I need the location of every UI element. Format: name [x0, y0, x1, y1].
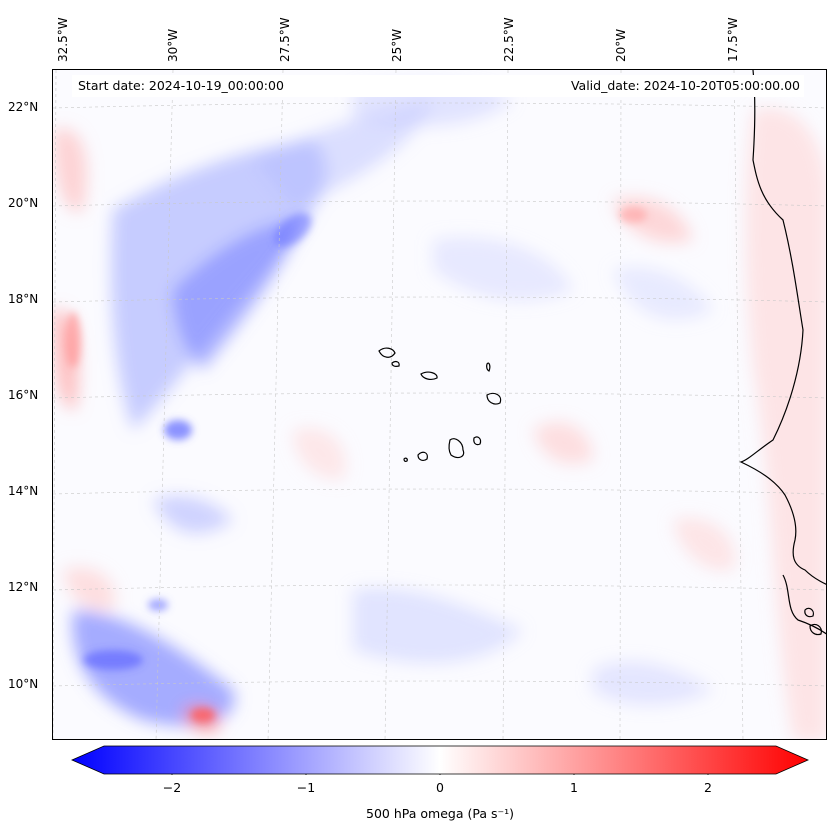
cape-verde-island [420, 371, 438, 380]
cape-verde-island [417, 451, 428, 461]
lat-tick-label: 16°N [8, 388, 39, 402]
cape-verde-island [486, 392, 502, 405]
omega-field-detail [65, 207, 647, 722]
cape-verde-island [486, 362, 491, 372]
lat-tick-label: 22°N [8, 100, 39, 114]
lat-tick-label: 10°N [8, 677, 39, 691]
lat-tick-label: 12°N [8, 580, 39, 594]
cape-verde-island [403, 457, 408, 462]
lon-tick-label: 22.5°W [502, 17, 516, 62]
date-info-bar: Start date: 2024-10-19_00:00:00 Valid_da… [72, 75, 804, 97]
lon-tick-label: 30°W [166, 28, 180, 62]
cape-verde-island [448, 438, 465, 459]
omega-field-map [53, 70, 826, 739]
lon-tick-label: 32.5°W [56, 17, 70, 62]
start-date-label: Start date: 2024-10-19_00:00:00 [78, 78, 284, 93]
lon-tick-label: 17.5°W [726, 17, 740, 62]
africa-coastline [739, 70, 826, 585]
lat-tick-label: 14°N [8, 484, 39, 498]
valid-date-label: Valid_date: 2024-10-20T05:00:00.00 [570, 78, 800, 93]
lat-tick-label: 20°N [8, 196, 39, 210]
lon-tick-label: 27.5°W [278, 17, 292, 62]
colorbar-tick-label: −1 [296, 780, 316, 795]
omega-field-shading [53, 83, 826, 739]
colorbar-tick-label: 1 [570, 780, 578, 795]
colorbar-tick-label: 0 [436, 780, 444, 795]
lon-tick-label: 25°W [390, 28, 404, 62]
coastlines [378, 70, 826, 636]
colorbar-tick-label: 2 [704, 780, 712, 795]
colorbar-tick-marks [171, 774, 709, 775]
colorbar-tick-label: −2 [162, 780, 182, 795]
lon-tick-label: 20°W [614, 28, 628, 62]
graticule [53, 70, 826, 739]
cape-verde-island [378, 347, 396, 358]
cape-verde-island [473, 436, 482, 446]
lat-tick-label: 18°N [8, 292, 39, 306]
colorbar-title: 500 hPa omega (Pa s⁻¹) [366, 806, 514, 821]
omega-colorbar [71, 745, 809, 775]
map-panel [52, 69, 827, 740]
cape-verde-island [391, 360, 400, 367]
